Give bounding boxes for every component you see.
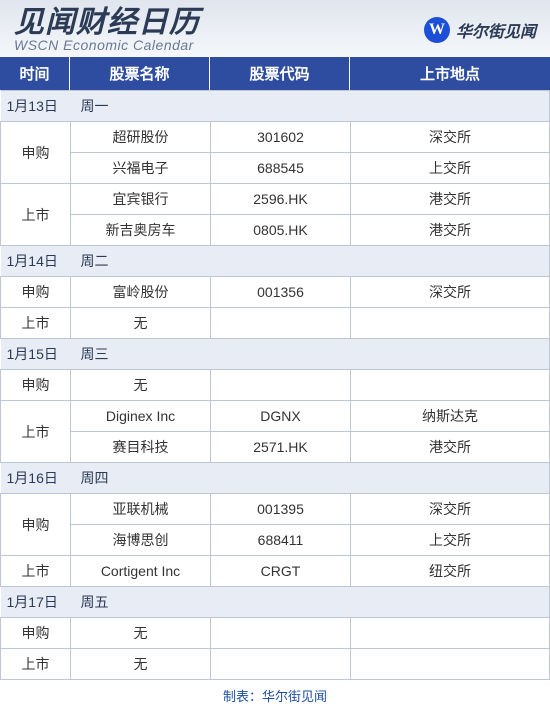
type-cell: 上市 [1, 556, 71, 587]
stock-code: 688545 [211, 153, 351, 184]
stock-code [211, 649, 351, 680]
stock-code: 001395 [211, 494, 351, 525]
type-cell: 上市 [1, 308, 71, 339]
date-row: 1月14日周二 [1, 246, 550, 277]
stock-name: 超研股份 [71, 122, 211, 153]
dow-cell: 周三 [71, 339, 550, 370]
table-row: 上市Diginex IncDGNX纳斯达克 [1, 401, 550, 432]
date-row: 1月15日周三 [1, 339, 550, 370]
stock-name: 无 [71, 618, 211, 649]
table-row: 上市宜宾银行2596.HK港交所 [1, 184, 550, 215]
stock-venue: 深交所 [351, 122, 550, 153]
brand: W 华尔街见闻 [424, 17, 536, 43]
stock-venue: 纽交所 [351, 556, 550, 587]
table-row: 上市无 [1, 308, 550, 339]
stock-name: 无 [71, 370, 211, 401]
table-row: 海博思创688411上交所 [1, 525, 550, 556]
stock-name: 兴福电子 [71, 153, 211, 184]
stock-venue [351, 370, 550, 401]
col-time: 时间 [0, 57, 70, 90]
table-header: 时间 股票名称 股票代码 上市地点 [0, 57, 550, 90]
dow-cell: 周二 [71, 246, 550, 277]
stock-name: Cortigent Inc [71, 556, 211, 587]
table-row: 兴福电子688545上交所 [1, 153, 550, 184]
stock-code [211, 370, 351, 401]
type-cell: 申购 [1, 494, 71, 556]
table-row: 申购超研股份301602深交所 [1, 122, 550, 153]
stock-code: CRGT [211, 556, 351, 587]
stock-name: 赛目科技 [71, 432, 211, 463]
date-cell: 1月14日 [1, 246, 71, 277]
date-cell: 1月13日 [1, 91, 71, 122]
stock-name: 宜宾银行 [71, 184, 211, 215]
stock-venue [351, 649, 550, 680]
table-row: 新吉奥房车0805.HK港交所 [1, 215, 550, 246]
type-cell: 上市 [1, 184, 71, 246]
stock-code: DGNX [211, 401, 351, 432]
header-titles: 见闻财经日历 WSCN Economic Calendar [14, 6, 200, 53]
stock-code [211, 618, 351, 649]
header: 见闻财经日历 WSCN Economic Calendar W 华尔街见闻 [0, 0, 550, 57]
type-cell: 上市 [1, 401, 71, 463]
type-cell: 申购 [1, 370, 71, 401]
date-row: 1月13日周一 [1, 91, 550, 122]
stock-code: 001356 [211, 277, 351, 308]
date-cell: 1月17日 [1, 587, 71, 618]
type-cell: 申购 [1, 122, 71, 184]
stock-code: 2596.HK [211, 184, 351, 215]
stock-code: 2571.HK [211, 432, 351, 463]
col-code: 股票代码 [210, 57, 350, 90]
stock-code: 301602 [211, 122, 351, 153]
stock-name: 亚联机械 [71, 494, 211, 525]
title-en: WSCN Economic Calendar [14, 37, 200, 53]
stock-name: 新吉奥房车 [71, 215, 211, 246]
stock-venue: 港交所 [351, 215, 550, 246]
stock-name: 富岭股份 [71, 277, 211, 308]
type-cell: 申购 [1, 277, 71, 308]
type-cell: 申购 [1, 618, 71, 649]
stock-venue: 深交所 [351, 494, 550, 525]
stock-venue: 纳斯达克 [351, 401, 550, 432]
dow-cell: 周一 [71, 91, 550, 122]
brand-logo-icon: W [424, 17, 450, 43]
table-row: 申购无 [1, 370, 550, 401]
stock-venue: 港交所 [351, 184, 550, 215]
dow-cell: 周四 [71, 463, 550, 494]
stock-venue [351, 308, 550, 339]
col-name: 股票名称 [70, 57, 210, 90]
stock-venue [351, 618, 550, 649]
date-row: 1月16日周四 [1, 463, 550, 494]
table-row: 上市Cortigent IncCRGT纽交所 [1, 556, 550, 587]
date-cell: 1月15日 [1, 339, 71, 370]
date-cell: 1月16日 [1, 463, 71, 494]
dow-cell: 周五 [71, 587, 550, 618]
table-row: 赛目科技2571.HK港交所 [1, 432, 550, 463]
table-row: 申购富岭股份001356深交所 [1, 277, 550, 308]
stock-code: 0805.HK [211, 215, 351, 246]
table-row: 上市无 [1, 649, 550, 680]
brand-name: 华尔街见闻 [456, 18, 536, 42]
stock-name: 无 [71, 649, 211, 680]
calendar-table: 1月13日周一申购超研股份301602深交所兴福电子688545上交所上市宜宾银… [0, 90, 550, 680]
footer-credit: 制表：华尔街见闻 [0, 680, 550, 715]
table-row: 申购无 [1, 618, 550, 649]
stock-venue: 上交所 [351, 153, 550, 184]
stock-venue: 深交所 [351, 277, 550, 308]
stock-venue: 港交所 [351, 432, 550, 463]
type-cell: 上市 [1, 649, 71, 680]
title-cn: 见闻财经日历 [14, 6, 200, 39]
stock-venue: 上交所 [351, 525, 550, 556]
stock-name: Diginex Inc [71, 401, 211, 432]
stock-code [211, 308, 351, 339]
stock-name: 无 [71, 308, 211, 339]
col-venue: 上市地点 [350, 57, 550, 90]
stock-name: 海博思创 [71, 525, 211, 556]
stock-code: 688411 [211, 525, 351, 556]
date-row: 1月17日周五 [1, 587, 550, 618]
table-row: 申购亚联机械001395深交所 [1, 494, 550, 525]
